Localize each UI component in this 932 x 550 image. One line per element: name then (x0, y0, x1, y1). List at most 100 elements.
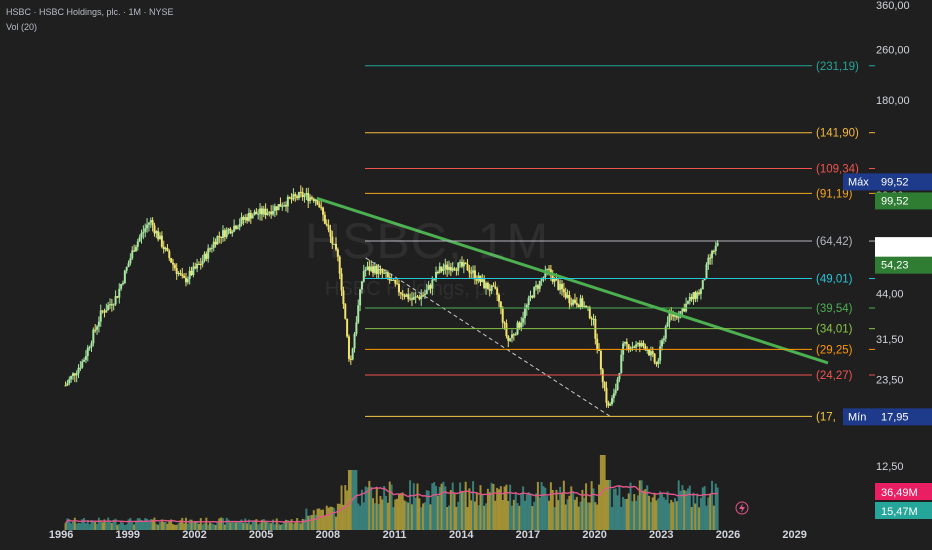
candle-body (327, 225, 330, 230)
volume-bar (286, 520, 289, 530)
candle-body (159, 235, 162, 240)
volume-bar (438, 486, 441, 530)
candle-body (234, 225, 237, 229)
candle-body (322, 207, 325, 215)
candle-body (216, 236, 219, 245)
volume-bar (546, 496, 549, 530)
candle-body (444, 264, 447, 269)
candle-body (590, 318, 593, 320)
candle-body (470, 272, 473, 274)
candle-body (299, 191, 302, 193)
volume-bar (310, 515, 313, 530)
volume-bar (368, 480, 371, 530)
volume-bar (631, 501, 634, 530)
volume-bar (284, 519, 287, 530)
lightning-icon (735, 501, 749, 515)
candle-body (446, 264, 449, 270)
candle-body (155, 231, 158, 234)
candle-body (520, 322, 523, 328)
candle-body (297, 191, 300, 199)
candle-body (105, 310, 108, 313)
volume-bar (431, 483, 434, 530)
volume-bar (155, 523, 158, 530)
candle-body (309, 197, 312, 202)
volume-bar (177, 523, 180, 530)
volume-bar (146, 518, 149, 530)
candle-body (275, 206, 278, 211)
candle-body (503, 322, 506, 324)
max-badge (843, 173, 932, 191)
volume-bar (246, 523, 249, 530)
volume-bar (549, 482, 552, 530)
candle-body (616, 379, 619, 391)
volume-bar (551, 489, 554, 530)
volume-bar (529, 493, 532, 530)
volume-bar (264, 520, 267, 530)
volume-bar (255, 519, 258, 530)
candle-body (403, 295, 406, 297)
candle-body (599, 350, 602, 370)
candle-body (83, 359, 86, 362)
volume-bar (229, 522, 232, 530)
candle-body (542, 277, 545, 279)
candle-body (449, 266, 452, 271)
candle-body (486, 283, 489, 290)
volume-bar (629, 482, 632, 530)
volume-bar (451, 482, 454, 530)
candle-body (548, 268, 551, 270)
volume-bar (494, 500, 497, 530)
volume-bar (75, 523, 78, 530)
volume-bar (453, 493, 456, 530)
volume-bar (325, 505, 328, 530)
volume-bar (512, 499, 515, 530)
time-axis: 1996 1999 2002 2005 2008 2011 2014 2017 2020 2023… (49, 529, 807, 541)
volume-bar (598, 484, 601, 530)
candle-body (648, 349, 651, 356)
y-tick-label: 44,00 (876, 288, 904, 300)
candle-body (409, 298, 412, 300)
volume-bar (270, 523, 273, 530)
volume-bar (207, 524, 210, 530)
candle-body (620, 354, 623, 374)
volume-bar (314, 514, 317, 530)
volume-bar (538, 497, 541, 530)
candle-body (120, 284, 123, 289)
candle-body (690, 296, 693, 300)
candle-body (223, 230, 226, 237)
volume-bar (227, 519, 230, 530)
volume-bar (210, 523, 213, 530)
volume-bar (275, 518, 278, 530)
candle-body (296, 196, 299, 199)
candle-body (407, 294, 410, 300)
symbol-title: HSBC · HSBC Holdings, plc. · 1M · NYSE (6, 7, 174, 17)
volume-bar (509, 484, 512, 530)
volume-bar (403, 500, 406, 530)
candle-body (244, 217, 247, 220)
volume-bar (701, 487, 704, 530)
volume-bar (514, 493, 517, 530)
volume-bar (81, 519, 84, 530)
candle-body (190, 270, 193, 276)
candle-body (598, 348, 601, 351)
candle-body (577, 305, 580, 308)
candle-body (353, 333, 356, 349)
volume-bar (329, 506, 332, 530)
volume-bar (116, 524, 119, 530)
candle-body (96, 326, 99, 330)
candle-body (429, 285, 432, 289)
level-label: (49,01) (816, 274, 853, 286)
candle-body (438, 266, 441, 273)
candle-body (529, 295, 532, 298)
volume-bar (68, 519, 71, 530)
volume-bar (97, 517, 100, 530)
candle-body (273, 206, 276, 212)
candle-body (522, 318, 525, 323)
candle-body (92, 329, 95, 344)
volume-bar (353, 470, 356, 530)
volume-bar (573, 499, 576, 530)
candle-body (227, 228, 230, 230)
volume-bar (385, 495, 388, 530)
volume-indicator-label[interactable]: Vol (20) (6, 22, 38, 32)
volume-bar (107, 517, 110, 530)
